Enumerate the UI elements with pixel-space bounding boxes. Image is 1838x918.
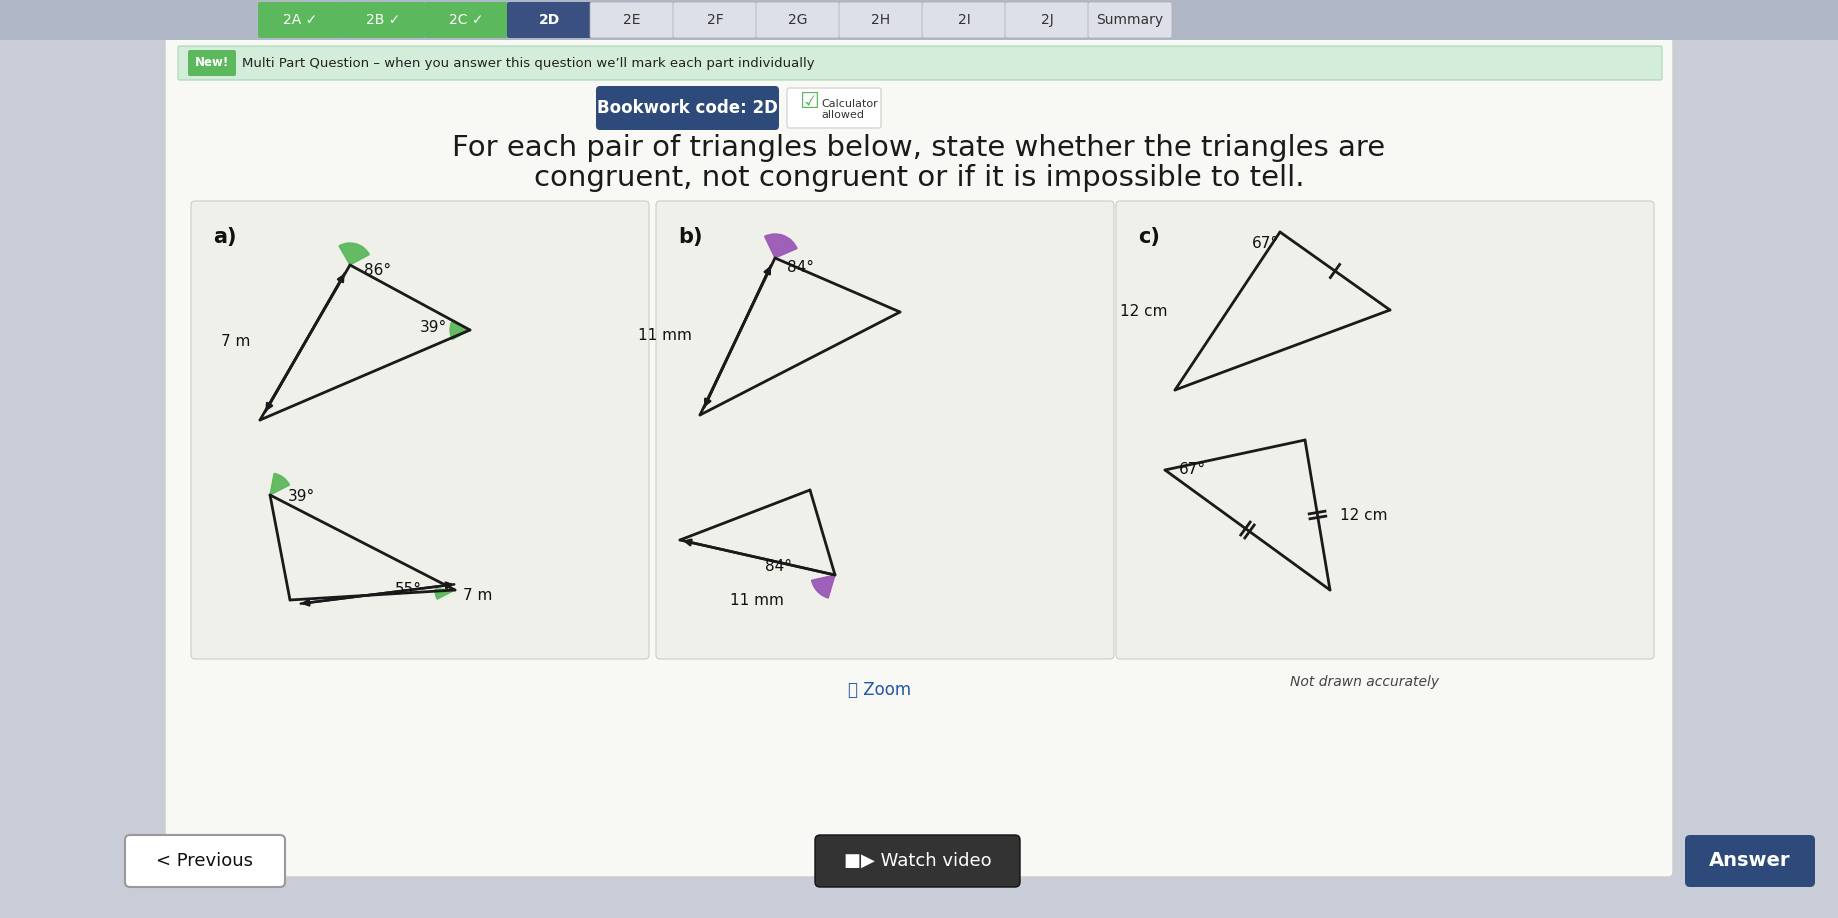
FancyBboxPatch shape <box>125 835 285 887</box>
Text: Multi Part Question – when you answer this question we’ll mark each part individ: Multi Part Question – when you answer th… <box>243 57 814 70</box>
Text: 67°: 67° <box>1252 236 1279 251</box>
Text: ■▶ Watch video: ■▶ Watch video <box>844 852 991 870</box>
Text: 2B ✓: 2B ✓ <box>366 13 401 27</box>
FancyBboxPatch shape <box>191 201 649 659</box>
FancyBboxPatch shape <box>1685 835 1814 887</box>
FancyBboxPatch shape <box>165 37 1673 877</box>
FancyBboxPatch shape <box>1116 201 1654 659</box>
Text: c): c) <box>1138 227 1160 247</box>
Text: a): a) <box>213 227 237 247</box>
Wedge shape <box>436 588 456 599</box>
Text: 2F: 2F <box>706 13 724 27</box>
Text: < Previous: < Previous <box>156 852 254 870</box>
Text: 12 cm: 12 cm <box>1340 508 1388 522</box>
Wedge shape <box>765 234 798 258</box>
FancyBboxPatch shape <box>187 50 235 76</box>
Text: Bookwork code: 2D: Bookwork code: 2D <box>597 99 777 117</box>
Text: 2J: 2J <box>1040 13 1053 27</box>
Text: 2A ✓: 2A ✓ <box>283 13 318 27</box>
Text: 2E: 2E <box>623 13 641 27</box>
FancyBboxPatch shape <box>425 2 507 38</box>
FancyBboxPatch shape <box>755 2 840 38</box>
Text: 11 mm: 11 mm <box>730 593 785 608</box>
Text: congruent, not congruent or if it is impossible to tell.: congruent, not congruent or if it is imp… <box>533 164 1305 192</box>
Text: Calculator: Calculator <box>822 99 879 109</box>
FancyBboxPatch shape <box>838 2 923 38</box>
FancyBboxPatch shape <box>596 86 779 130</box>
Text: 11 mm: 11 mm <box>638 329 691 343</box>
Text: 86°: 86° <box>364 263 391 278</box>
FancyBboxPatch shape <box>656 201 1114 659</box>
FancyBboxPatch shape <box>1005 2 1088 38</box>
Text: b): b) <box>678 227 702 247</box>
Text: 39°: 39° <box>421 320 447 335</box>
FancyBboxPatch shape <box>787 88 880 128</box>
Text: For each pair of triangles below, state whether the triangles are: For each pair of triangles below, state … <box>452 134 1386 162</box>
FancyBboxPatch shape <box>342 2 425 38</box>
Text: 2G: 2G <box>789 13 807 27</box>
FancyBboxPatch shape <box>507 2 592 38</box>
Text: ☑: ☑ <box>800 92 820 112</box>
Text: 2C ✓: 2C ✓ <box>448 13 483 27</box>
FancyBboxPatch shape <box>178 46 1662 80</box>
Text: 7 m: 7 m <box>463 588 493 602</box>
Text: Not drawn accurately: Not drawn accurately <box>1290 675 1439 689</box>
FancyBboxPatch shape <box>923 2 1005 38</box>
Text: 12 cm: 12 cm <box>1119 304 1167 319</box>
Text: 84°: 84° <box>765 559 792 574</box>
Text: 55°: 55° <box>395 582 423 597</box>
FancyBboxPatch shape <box>1088 2 1173 38</box>
Text: 39°: 39° <box>289 489 316 504</box>
FancyBboxPatch shape <box>814 835 1020 887</box>
Text: Answer: Answer <box>1709 852 1790 870</box>
Text: 2H: 2H <box>871 13 891 27</box>
Text: Summary: Summary <box>1097 13 1163 27</box>
Wedge shape <box>812 575 834 598</box>
Text: 67°: 67° <box>1178 462 1206 477</box>
FancyBboxPatch shape <box>590 2 675 38</box>
Text: allowed: allowed <box>822 110 864 120</box>
FancyBboxPatch shape <box>673 2 757 38</box>
FancyBboxPatch shape <box>0 0 1838 40</box>
Wedge shape <box>270 474 290 495</box>
Text: New!: New! <box>195 57 230 70</box>
Text: 2D: 2D <box>539 13 559 27</box>
Text: 7 m: 7 m <box>221 334 250 350</box>
Wedge shape <box>450 322 471 340</box>
Text: 2I: 2I <box>958 13 970 27</box>
Wedge shape <box>338 243 369 265</box>
Text: 84°: 84° <box>787 260 814 275</box>
Text: 🔍 Zoom: 🔍 Zoom <box>849 681 912 699</box>
FancyBboxPatch shape <box>257 2 342 38</box>
